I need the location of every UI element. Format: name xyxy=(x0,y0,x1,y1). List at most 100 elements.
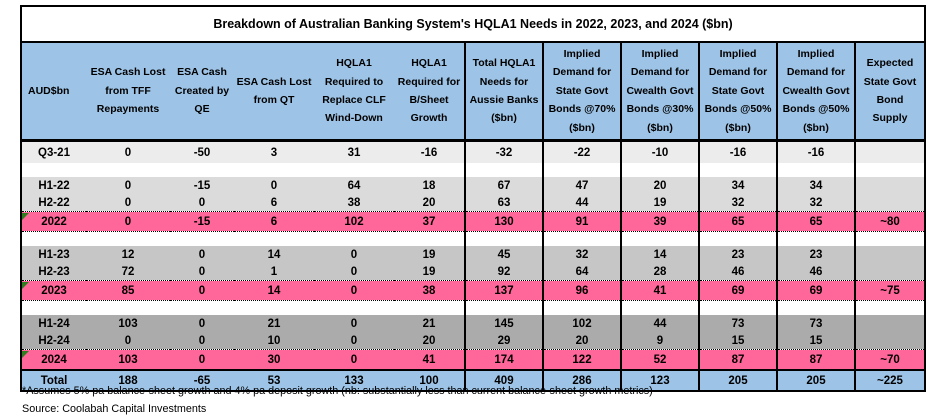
table-row: H2-23 72 0 1 0 19 92 64 28 46 46 xyxy=(22,263,924,281)
header-clf: HQLA1 Required to Replace CLF Wind-Down xyxy=(314,43,394,142)
cell xyxy=(854,332,924,350)
cell: 0 xyxy=(234,177,314,194)
cell: 14 xyxy=(234,280,314,301)
cell: 0 xyxy=(170,349,234,371)
cell xyxy=(542,231,621,246)
cell xyxy=(170,231,234,246)
cell xyxy=(86,163,170,177)
cell: 0 xyxy=(314,332,394,350)
cell xyxy=(542,300,621,315)
cell: 28 xyxy=(620,263,699,281)
cell: 9 xyxy=(620,332,699,350)
cell: 12 xyxy=(86,246,170,263)
cell: 20 xyxy=(620,177,699,194)
comment-flag-icon xyxy=(22,351,29,358)
cell: -15 xyxy=(170,177,234,194)
table-row: Q3-21 0 -50 3 31 -16 -32 -22 -10 -16 -16 xyxy=(22,140,924,163)
cell: 32 xyxy=(698,194,777,212)
cell: 20 xyxy=(542,332,621,350)
spacer-row xyxy=(22,300,924,315)
header-qt: ESA Cash Lost from QT xyxy=(234,43,314,142)
cell: 41 xyxy=(394,349,465,371)
row-label: H1-23 xyxy=(22,246,86,263)
cell: 29 xyxy=(464,332,543,350)
cell: 19 xyxy=(394,263,465,281)
table-body: Q3-21 0 -50 3 31 -16 -32 -22 -10 -16 -16 H1-22 0 -15 0… xyxy=(22,140,924,390)
cell: ~80 xyxy=(854,211,924,232)
table-row: 2024 103 0 30 0 41 174 122 52 87 87 ~70 xyxy=(22,349,924,371)
cell xyxy=(854,263,924,281)
cell xyxy=(854,315,924,332)
cell: 20 xyxy=(394,194,465,212)
cell: 23 xyxy=(776,246,855,263)
cell: 37 xyxy=(394,211,465,232)
cell: 0 xyxy=(86,194,170,212)
spacer-row xyxy=(22,231,924,246)
cell xyxy=(854,177,924,194)
cell: 20 xyxy=(394,332,465,350)
cell: 0 xyxy=(86,211,170,232)
cell: 0 xyxy=(314,246,394,263)
cell: 145 xyxy=(464,315,543,332)
cell: 0 xyxy=(170,332,234,350)
cell: 0 xyxy=(314,280,394,301)
table-row: H1-22 0 -15 0 64 18 67 47 20 34 34 xyxy=(22,177,924,194)
header-qe: ESA Cash Created by QE xyxy=(170,43,234,142)
cell: -16 xyxy=(698,140,777,163)
row-label: 2022 xyxy=(22,211,86,232)
cell: 87 xyxy=(776,349,855,371)
cell xyxy=(234,300,314,315)
cell: -65 xyxy=(170,369,234,390)
cell: 47 xyxy=(542,177,621,194)
cell xyxy=(776,163,855,177)
cell: 64 xyxy=(314,177,394,194)
header-state-50: Implied Demand for State Govt Bonds @50%… xyxy=(698,43,777,142)
cell xyxy=(698,231,777,246)
cell: 85 xyxy=(86,280,170,301)
cell: 46 xyxy=(776,263,855,281)
cell: 21 xyxy=(234,315,314,332)
cell xyxy=(854,231,924,246)
cell: 205 xyxy=(776,369,855,390)
cell: 0 xyxy=(86,140,170,163)
cell: 46 xyxy=(698,263,777,281)
cell xyxy=(698,163,777,177)
cell: 6 xyxy=(234,211,314,232)
cell: 23 xyxy=(698,246,777,263)
cell: 87 xyxy=(698,349,777,371)
cell: 0 xyxy=(170,263,234,281)
cell: 30 xyxy=(234,349,314,371)
footnotes: *Assumes 5% pa balance-sheet growth and … xyxy=(22,384,653,417)
table-row: Total 188 -65 53 133 100 409 286 123 205 205 ~225 xyxy=(22,369,924,390)
cell: -50 xyxy=(170,140,234,163)
table-row: H2-24 0 0 10 0 20 29 20 9 15 15 xyxy=(22,332,924,350)
cell: 103 xyxy=(86,349,170,371)
cell: 15 xyxy=(698,332,777,350)
row-label: 2023 xyxy=(22,280,86,301)
cell: 19 xyxy=(394,246,465,263)
cell: 286 xyxy=(542,369,621,390)
cell: 188 xyxy=(86,369,170,390)
source-note: Source: Coolabah Capital Investments xyxy=(22,403,207,415)
cell: -15 xyxy=(170,211,234,232)
cell: 69 xyxy=(776,280,855,301)
header-row: AUD$bn ESA Cash Lost from TFF Repayments… xyxy=(22,43,924,142)
header-tff: ESA Cash Lost from TFF Repayments xyxy=(86,43,170,142)
cell xyxy=(854,194,924,212)
page-title: Breakdown of Australian Banking System's… xyxy=(22,7,924,43)
cell: ~75 xyxy=(854,280,924,301)
cell: 52 xyxy=(620,349,699,371)
cell: 19 xyxy=(620,194,699,212)
row-label: H1-22 xyxy=(22,177,86,194)
cell: 174 xyxy=(464,349,543,371)
cell xyxy=(854,246,924,263)
cell xyxy=(698,300,777,315)
cell: 18 xyxy=(394,177,465,194)
cell: 102 xyxy=(542,315,621,332)
cell xyxy=(234,231,314,246)
cell xyxy=(314,163,394,177)
row-label: H2-24 xyxy=(22,332,86,350)
cell xyxy=(394,300,465,315)
cell xyxy=(394,231,465,246)
cell: 34 xyxy=(776,177,855,194)
